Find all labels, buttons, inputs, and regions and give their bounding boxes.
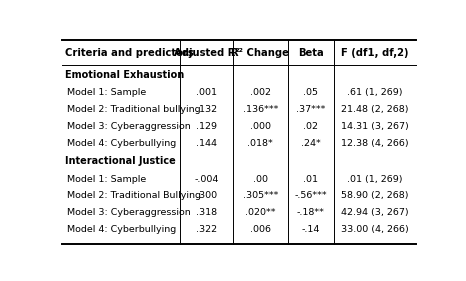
Text: .006: .006 <box>250 225 271 234</box>
Text: Criteria and predictors: Criteria and predictors <box>65 48 193 58</box>
Text: .24*: .24* <box>301 139 321 148</box>
Text: 12.38 (4, 266): 12.38 (4, 266) <box>341 139 409 148</box>
Text: Model 4: Cyberbullying: Model 4: Cyberbullying <box>67 139 177 148</box>
Text: -.004: -.004 <box>194 175 219 183</box>
Text: 58.90 (2, 268): 58.90 (2, 268) <box>341 191 409 201</box>
Text: Beta: Beta <box>298 48 323 58</box>
Text: .001: .001 <box>196 88 217 97</box>
Text: -.14: -.14 <box>302 225 320 234</box>
Text: -.56***: -.56*** <box>295 191 327 201</box>
Text: Model 2: Traditional bullying: Model 2: Traditional bullying <box>67 105 201 114</box>
Text: .144: .144 <box>196 139 217 148</box>
Text: .129: .129 <box>196 122 217 131</box>
Text: 14.31 (3, 267): 14.31 (3, 267) <box>341 122 409 131</box>
Text: Model 4: Cyberbullying: Model 4: Cyberbullying <box>67 225 177 234</box>
Text: .300: .300 <box>196 191 217 201</box>
Text: Interactional Justice: Interactional Justice <box>65 156 176 166</box>
Text: Model 3: Cyberaggression: Model 3: Cyberaggression <box>67 209 191 217</box>
Text: .01: .01 <box>303 175 318 183</box>
Text: .00: .00 <box>253 175 268 183</box>
Text: .000: .000 <box>250 122 271 131</box>
Text: Model 1: Sample: Model 1: Sample <box>67 88 146 97</box>
Text: 42.94 (3, 267): 42.94 (3, 267) <box>341 209 409 217</box>
Text: 21.48 (2, 268): 21.48 (2, 268) <box>341 105 409 114</box>
Text: .02: .02 <box>303 122 318 131</box>
Text: .318: .318 <box>196 209 217 217</box>
Text: F (df1, df,2): F (df1, df,2) <box>341 48 409 58</box>
Text: -.18**: -.18** <box>297 209 325 217</box>
Text: Model 1: Sample: Model 1: Sample <box>67 175 146 183</box>
Text: .322: .322 <box>196 225 217 234</box>
Text: .61 (1, 269): .61 (1, 269) <box>347 88 403 97</box>
Text: .018*: .018* <box>247 139 273 148</box>
Text: .020**: .020** <box>245 209 275 217</box>
Text: .37***: .37*** <box>296 105 325 114</box>
Text: .01 (1, 269): .01 (1, 269) <box>347 175 403 183</box>
Text: Emotional Exhaustion: Emotional Exhaustion <box>65 70 184 80</box>
Text: .002: .002 <box>250 88 271 97</box>
Text: .05: .05 <box>303 88 318 97</box>
Text: Model 3: Cyberaggression: Model 3: Cyberaggression <box>67 122 191 131</box>
Text: Model 2: Traditional Bullying: Model 2: Traditional Bullying <box>67 191 201 201</box>
Text: .132: .132 <box>196 105 217 114</box>
Text: .305***: .305*** <box>242 191 278 201</box>
Text: 33.00 (4, 266): 33.00 (4, 266) <box>341 225 409 234</box>
Text: R² Change: R² Change <box>231 48 289 58</box>
Text: Adjusted R²: Adjusted R² <box>174 48 240 58</box>
Text: .136***: .136*** <box>242 105 278 114</box>
